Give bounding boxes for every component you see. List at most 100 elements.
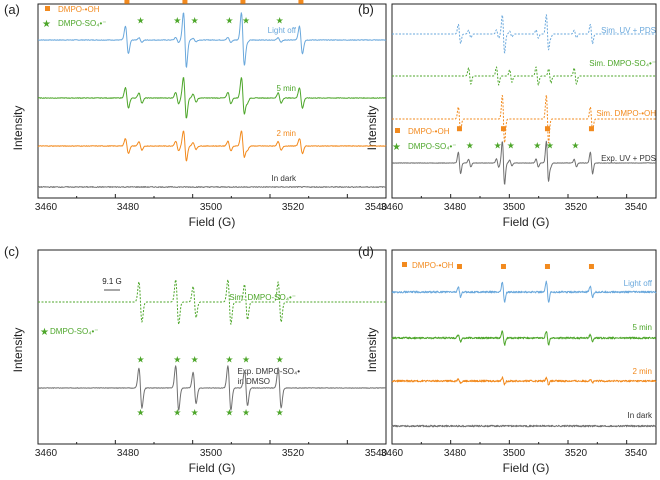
spectrum-line	[38, 12, 387, 68]
panel-d-letter: (d)	[358, 244, 374, 259]
panel-c-xtick-label: 3500	[200, 448, 223, 459]
trace-label: Exp. UV + PDS	[601, 154, 656, 163]
plot-frame	[37, 249, 387, 445]
spectrum-line	[391, 280, 657, 303]
panel-b-legend-label: DMPO-•OH	[408, 127, 450, 136]
legend-square-marker	[402, 262, 407, 267]
trace-label: 2 min	[276, 129, 296, 138]
trace-label: Sim. DMPO-•OH	[596, 109, 656, 118]
spectrum-line	[37, 130, 387, 162]
panel-b-ylabel: Intensity	[365, 106, 379, 151]
so4-peak-marker: ★	[225, 408, 233, 418]
panel-a-legend-label: DMPO-SO₄•⁻	[58, 19, 107, 28]
panel-c-ylabel: Intensity	[11, 328, 25, 373]
panel-a-legend: DMPO-•OH ★ DMPO-SO₄•⁻	[42, 5, 107, 30]
spectrum-line	[391, 376, 657, 386]
panel-b-xtick-label: 3460	[381, 202, 404, 213]
so4-peak-marker: ★	[276, 408, 284, 418]
trace-label: in DMSO	[238, 377, 270, 386]
trace-label: In dark	[628, 411, 653, 420]
so4-peak-marker: ★	[136, 17, 144, 27]
spectrum-line	[391, 94, 657, 144]
panel-c-legend: ★ DMPO-SO₄•⁻	[40, 327, 99, 338]
spectrum-line	[391, 424, 657, 428]
plot-frame	[37, 3, 387, 199]
trace-label: In dark	[272, 174, 297, 183]
panel-a-xlabel: Field (G)	[189, 215, 236, 229]
so4-peak-marker: ★	[191, 17, 199, 27]
plot-frame	[391, 3, 657, 199]
panel-a: (a) Intensity Field (G) 3460 3480 3500 3…	[4, 2, 388, 229]
panel-d-xtick-label: 3520	[565, 448, 588, 459]
so4-peak-marker: ★	[242, 356, 250, 366]
panel-c-xticklabels: 3460 3480 3500 3520 3540	[35, 448, 388, 459]
so4-peak-marker: ★	[191, 408, 199, 418]
legend-square-marker	[395, 128, 400, 133]
oh-peak-marker	[588, 126, 594, 132]
panel-b-xtick-label: 3540	[625, 202, 648, 213]
trace-label: Light off	[624, 279, 653, 288]
panel-c-xtick-label: 3520	[282, 448, 305, 459]
trace-label: 2 min	[632, 367, 652, 376]
panel-c-xlabel: Field (G)	[189, 461, 236, 475]
panel-a-trace-labels: Light off 5 min 2 min In dark	[268, 26, 297, 183]
spectrum-line	[38, 279, 386, 325]
spectrum-line	[391, 14, 657, 54]
trace-label: Sim. DMPO-SO₄•⁻	[229, 293, 296, 302]
oh-peak-marker	[544, 126, 550, 132]
panel-d-xlabel: Field (G)	[503, 461, 550, 475]
panel-a-xtick-label: 3460	[35, 202, 58, 213]
panel-c-annotation: 9.1 G	[102, 277, 122, 291]
panel-d-legend-label: DMPO-•OH	[412, 261, 454, 270]
panel-b: (b) Intensity Field (G) 3460 3480 3500 3…	[358, 2, 656, 229]
spectrum-line	[37, 186, 387, 188]
panel-a-xtick-label: 3540	[365, 202, 388, 213]
legend-star-marker: ★	[392, 142, 401, 153]
panel-b-trace-labels: Sim. UV + PDS Sim. DMPO-SO₄•⁻ Sim. DMPO-…	[589, 26, 656, 163]
panel-b-letter: (b)	[358, 2, 374, 17]
panel-d-trace-labels: Light off 5 min 2 min In dark	[624, 279, 653, 420]
panel-d-ylabel: Intensity	[365, 328, 379, 373]
panel-a-legend-label: DMPO-•OH	[58, 5, 100, 14]
panel-d-xtick-label: 3480	[444, 448, 467, 459]
spacing-label: 9.1 G	[102, 277, 122, 286]
so4-peak-marker: ★	[191, 356, 199, 366]
oh-peak-marker	[182, 0, 188, 4]
so4-peak-marker: ★	[136, 408, 144, 418]
so4-peak-marker: ★	[507, 141, 515, 151]
oh-peak-marker	[298, 0, 304, 4]
so4-peak-marker: ★	[173, 356, 181, 366]
so4-peak-marker: ★	[571, 141, 579, 151]
panel-b-xticklabels: 3460 3480 3500 3520 3540	[381, 202, 648, 213]
panel-d-xtick-label: 3460	[381, 448, 404, 459]
so4-peak-marker: ★	[546, 141, 554, 151]
panel-c-legend-label: DMPO-SO₄•⁻	[50, 327, 99, 336]
legend-star-marker: ★	[40, 327, 49, 338]
oh-peak-marker	[500, 264, 506, 269]
so4-peak-marker: ★	[466, 141, 474, 151]
spectrum-line	[37, 365, 387, 411]
panel-c-xtick-label: 3540	[365, 448, 388, 459]
panel-a-xtick-label: 3520	[282, 202, 305, 213]
panel-d: (d) Intensity Field (G) 3460 3480 3500 3…	[358, 244, 653, 475]
panel-a-xtick-label: 3500	[200, 202, 223, 213]
so4-peak-marker: ★	[173, 408, 181, 418]
panel-a-ylabel: Intensity	[11, 106, 25, 151]
panel-b-xtick-label: 3480	[444, 202, 467, 213]
panel-d-xtick-label: 3540	[625, 448, 648, 459]
oh-peak-marker	[240, 0, 246, 4]
oh-peak-marker	[124, 0, 130, 4]
so4-peak-marker: ★	[533, 141, 541, 151]
so4-peak-marker: ★	[136, 356, 144, 366]
panel-c-xtick-label: 3460	[35, 448, 58, 459]
oh-peak-marker	[588, 264, 594, 269]
trace-label: Sim. DMPO-SO₄•⁻	[589, 59, 656, 68]
oh-peak-marker	[456, 126, 462, 132]
panel-c-xtick-label: 3480	[117, 448, 140, 459]
plot-frame	[391, 249, 657, 445]
panel-c-letter: (c)	[4, 244, 19, 259]
panel-a-xtick-label: 3480	[117, 202, 140, 213]
so4-peak-marker: ★	[276, 17, 284, 27]
spectrum-line	[391, 66, 657, 86]
